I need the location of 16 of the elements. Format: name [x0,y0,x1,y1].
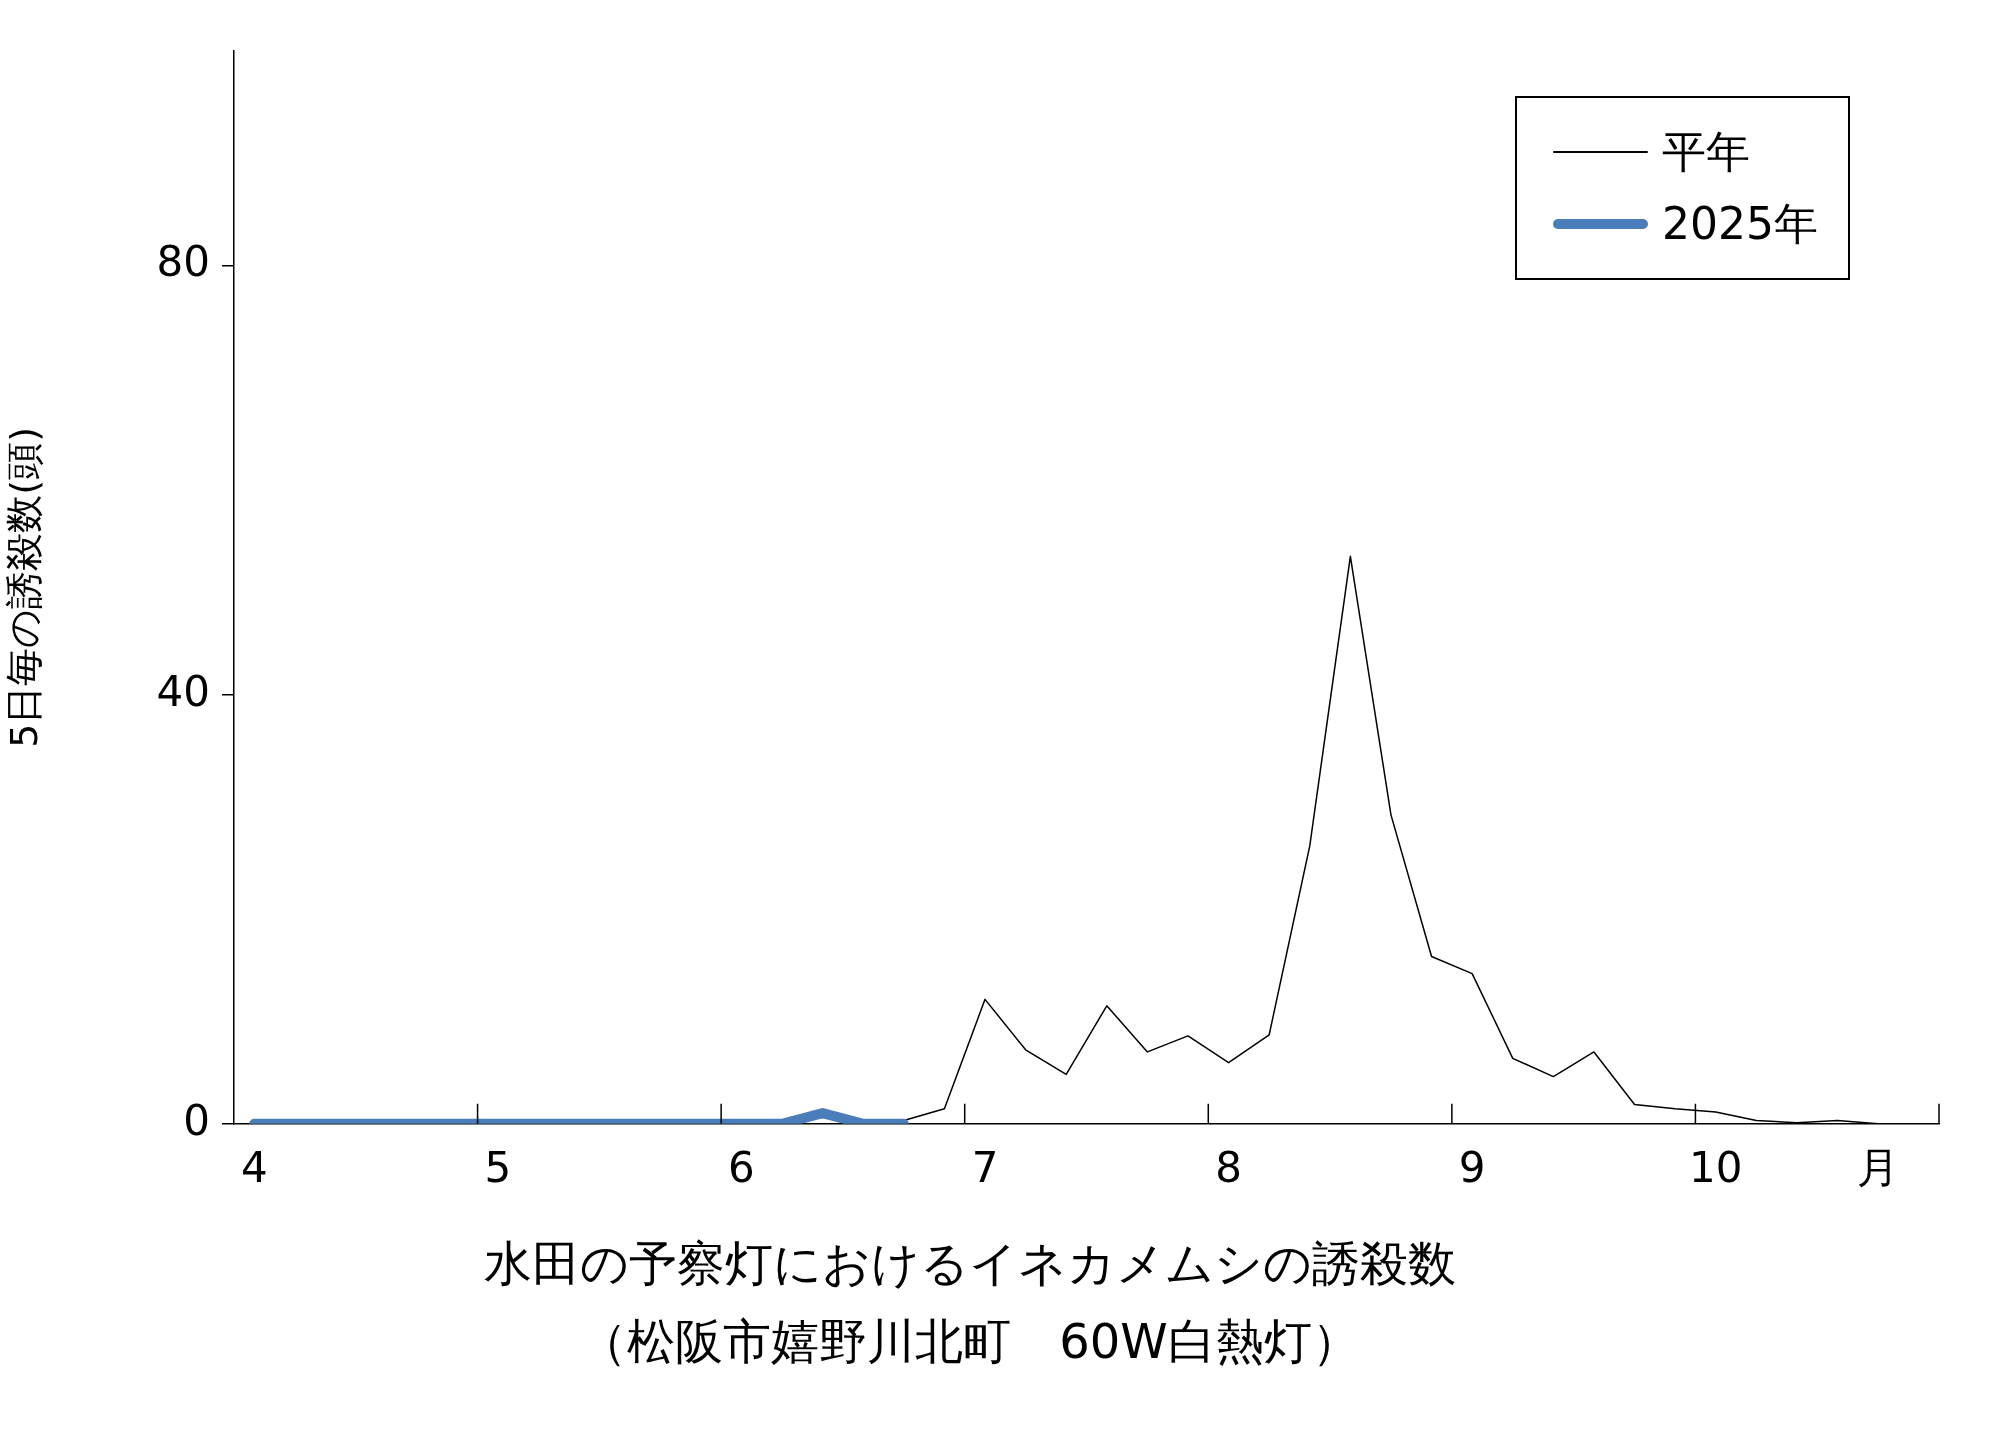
x-tick-label: 5 [484,1142,512,1192]
x-tick-label: 7 [971,1142,999,1192]
legend-label: 2025年 [1662,196,1818,251]
x-tick-label: 4 [240,1142,268,1192]
legend-label: 平年 [1662,124,1751,179]
x-tick-label: 8 [1215,1142,1242,1192]
y-axis-title: 5日毎の誘殺数(頭) [1,426,46,748]
x-tick-label: 9 [1458,1142,1486,1192]
y-tick-label: 0 [183,1095,210,1145]
y-tick-label: 40 [156,666,210,716]
x-tick-label: 月 [1857,1142,1900,1192]
x-tick-label: 10 [1689,1142,1743,1192]
x-tick-label: 6 [728,1142,755,1192]
text: （松阪市嬉野川北町 60W白熱灯） [579,1312,1360,1369]
text: 水田の予察灯におけるイネカメムシの誘殺数 [483,1235,1456,1292]
y-tick-label: 80 [156,237,210,287]
